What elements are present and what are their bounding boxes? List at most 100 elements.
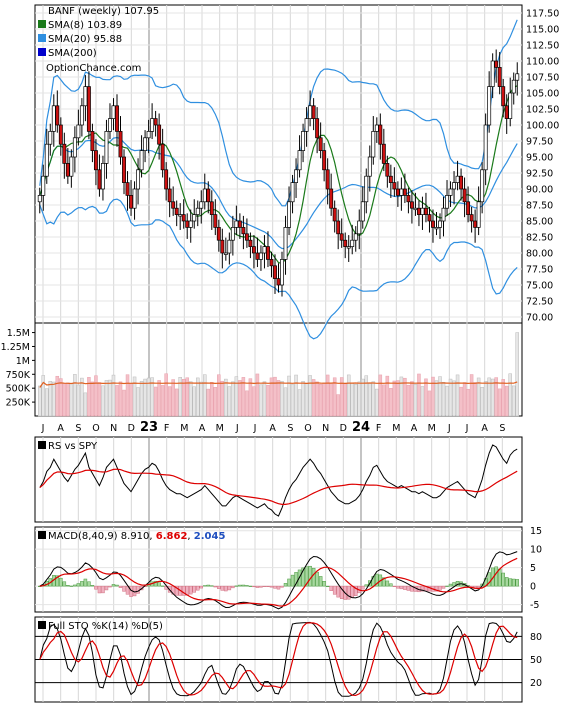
macd-histogram-bar (389, 583, 393, 587)
candle-body (101, 163, 105, 190)
volume-bar (304, 383, 309, 417)
volume-bar (364, 375, 369, 417)
candle-body (188, 220, 193, 228)
volume-tick-label: 1M (16, 356, 30, 367)
month-tick-label: F (164, 423, 169, 434)
volume-bar (206, 388, 211, 417)
volume-bar (262, 381, 267, 417)
sma20-legend-swatch (38, 34, 46, 42)
volume-bar (234, 376, 239, 417)
macd-histogram-bar (287, 578, 291, 587)
candle-body (438, 220, 442, 228)
volume-bar (448, 378, 453, 417)
volume-bar (361, 378, 365, 417)
volume-bar (469, 374, 474, 417)
candle-body (51, 105, 56, 132)
candle-body (441, 207, 446, 222)
volume-bar (203, 374, 207, 417)
volume-bar (188, 381, 193, 417)
volume-bar (224, 378, 228, 417)
month-tick-label: D (128, 423, 135, 434)
macd-histogram-bar (332, 585, 337, 595)
sto-tick-label: 50 (530, 655, 542, 666)
price-tick-label: 92.50 (526, 169, 553, 180)
macd-histogram-bar (192, 585, 196, 593)
candle-body (115, 105, 119, 132)
candle-body (104, 131, 109, 164)
candle-body (413, 207, 418, 211)
candle-body (371, 131, 376, 158)
volume-bar (94, 375, 98, 417)
macd-histogram-bar (504, 577, 509, 587)
volume-bar (52, 381, 56, 417)
volume-bar (80, 377, 84, 417)
price-tick-label: 112.50 (526, 41, 559, 52)
month-tick-label: J (447, 423, 451, 434)
candle-body (83, 86, 88, 107)
price-tick-label: 115.00 (526, 25, 559, 36)
month-tick-label: N (110, 423, 117, 434)
volume-bar (259, 384, 263, 417)
volume-bar (125, 374, 130, 417)
candle-body (206, 188, 211, 203)
macd-histogram-bar (322, 581, 326, 587)
macd-histogram-bar (227, 585, 232, 591)
candle-body (150, 118, 155, 132)
volume-bar (462, 382, 467, 417)
volume-bar (346, 374, 351, 417)
tick-layer: J A S O N D 23 F M A M J J A S O N D 24 F M A M J J A S117.50115.0… (1, 9, 560, 690)
volume-bar (227, 386, 232, 417)
month-tick-label: M (216, 423, 224, 434)
price-tick-label: 70.00 (526, 313, 553, 324)
volume-bar (339, 377, 344, 417)
volume-bar (325, 374, 330, 417)
macd-histogram-bar (318, 576, 323, 587)
volume-bar (350, 383, 354, 417)
candle-body (504, 105, 509, 119)
sto-label: Full STO %K(14) %D(5) (48, 621, 163, 632)
candle-body (76, 124, 81, 139)
volume-bar (195, 377, 200, 417)
macd-histogram-bar (438, 585, 442, 591)
sma8-legend-swatch (38, 20, 46, 28)
volume-bar (290, 384, 295, 417)
sma8-legend: SMA(8) 103.89 (48, 20, 122, 31)
candle-body (494, 60, 499, 68)
volume-bar (153, 386, 158, 417)
volume-bar (129, 383, 133, 417)
volume-bar (490, 378, 495, 417)
month-tick-label: 23 (140, 420, 158, 435)
macd-histogram-bar (336, 585, 340, 598)
plot-layer (37, 19, 520, 697)
volume-bar (417, 373, 421, 417)
volume-bar (238, 380, 242, 417)
candle-body (409, 201, 414, 209)
macd-histogram-bar (290, 574, 295, 587)
macd-histogram-bar (315, 571, 319, 587)
month-tick-label: F (376, 423, 381, 434)
macd-tick-label: -5 (530, 600, 539, 611)
month-tick-label: A (269, 423, 276, 434)
candle-body (213, 214, 218, 228)
sma20-legend: SMA(20) 95.88 (48, 34, 122, 45)
volume-bar (466, 388, 470, 417)
volume-bar (269, 377, 274, 417)
candle-body (329, 188, 334, 209)
macd-histogram-bar (434, 585, 439, 592)
candle-body (424, 207, 428, 215)
macd-histogram-bar (80, 581, 84, 587)
price-tick-label: 110.00 (526, 57, 559, 68)
month-tick-label: S (75, 423, 81, 434)
candle-body (223, 252, 228, 255)
volume-bar (104, 380, 109, 417)
macd-histogram-bar (122, 585, 126, 592)
volume-bar (62, 383, 67, 417)
candle-body (160, 143, 165, 171)
macd-histogram-bar (69, 585, 74, 587)
candle-body (466, 201, 471, 215)
macd-histogram-bar (452, 582, 456, 587)
candle-body (318, 137, 323, 151)
price-tick-label: 107.50 (526, 73, 559, 84)
volume-bar (199, 381, 204, 417)
volume-bar (213, 387, 218, 417)
